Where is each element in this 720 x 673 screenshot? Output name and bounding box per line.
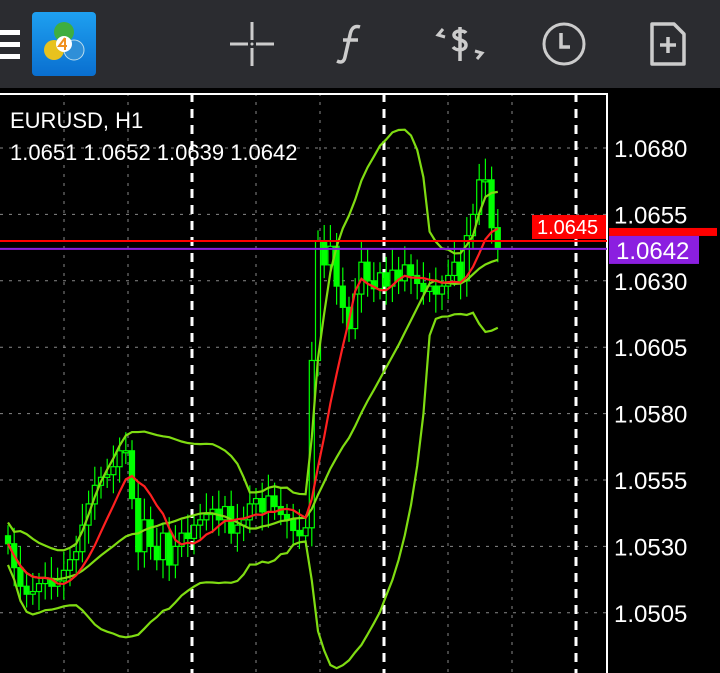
ask-price-marker (609, 227, 717, 236)
candle-body (116, 450, 123, 468)
candle-body (327, 245, 334, 266)
candle-body (35, 582, 43, 593)
candle-body (172, 545, 179, 566)
plot-area (0, 93, 607, 673)
candle-body (376, 272, 384, 290)
candle-body (234, 524, 241, 534)
candle-body (321, 240, 328, 266)
candle-body (451, 261, 458, 277)
timeframe-button[interactable] (534, 14, 594, 74)
candle-body (110, 466, 117, 476)
price-tick-label: 1.0680 (614, 136, 687, 163)
candle-body (445, 274, 452, 287)
candle-body (259, 497, 266, 513)
candle-body (203, 513, 210, 521)
candle-body (364, 261, 371, 282)
candle-body (432, 285, 439, 295)
candle-body (420, 282, 427, 293)
chart-symbol-label: EURUSD, H1 (10, 108, 144, 133)
candle-body (302, 527, 309, 537)
ask-price-badge (532, 214, 606, 239)
candle-body (265, 495, 272, 513)
candle-body (197, 519, 204, 526)
toolbar (0, 0, 720, 88)
candle-body (246, 503, 253, 521)
clock-icon (542, 22, 586, 66)
hamburger-menu-icon[interactable] (0, 30, 20, 60)
candle-body (488, 179, 495, 229)
candle-body (252, 497, 260, 505)
candle-body (60, 569, 67, 582)
price-chart[interactable]: 1.0680 1.0655 1.0630 1.0605 1.0580 1.0555 1.05… (0, 88, 720, 673)
ask-price-label: 1.0645 (537, 217, 598, 239)
candle-body (407, 264, 415, 277)
function-icon (336, 24, 361, 64)
bollinger-upper-band (7, 128, 498, 552)
candle-body (135, 497, 142, 553)
candle-body (147, 519, 154, 548)
candle-body (190, 524, 198, 540)
candle-body (401, 264, 408, 282)
candle-body (271, 495, 278, 508)
candle-body (122, 450, 129, 454)
bid-price-badge (609, 235, 699, 264)
candle-body (4, 535, 12, 545)
bollinger-lower-band (6, 311, 499, 670)
price-tick-label: 1.0555 (614, 468, 687, 495)
new-order-button[interactable] (638, 14, 698, 74)
candle-body (296, 529, 303, 537)
candle-body (66, 559, 74, 571)
candle-body (128, 450, 136, 500)
moving-average-line (7, 227, 499, 586)
price-tick-label: 1.0580 (614, 402, 687, 429)
candle-body (438, 285, 446, 295)
crosshair-button[interactable] (222, 14, 282, 74)
candle-body (457, 261, 464, 282)
price-tick-label: 1.0605 (614, 335, 687, 362)
chart-ohlc-label: 1.0651 1.0652 1.0639 1.0642 (10, 140, 298, 165)
candle-body (141, 519, 148, 553)
crosshair-icon (230, 22, 274, 66)
candle-body (159, 532, 167, 561)
candle-body (23, 585, 30, 595)
candle-body (414, 274, 421, 285)
candle-body (153, 545, 160, 561)
candle-body (494, 227, 501, 250)
candle-body (17, 567, 24, 587)
new-document-icon (650, 22, 686, 66)
bollinger-middle-band (7, 258, 499, 581)
metatrader-4-logo[interactable] (32, 12, 96, 76)
candle-body (383, 272, 390, 287)
trade-button[interactable] (430, 14, 490, 74)
candle-body (339, 285, 346, 308)
price-tick-label: 1.0505 (614, 601, 687, 628)
candle-body (184, 532, 191, 540)
price-tick-label: 1.0655 (614, 202, 687, 229)
candle-body (29, 590, 36, 595)
dollar-exchange-icon (435, 27, 485, 61)
candle-body (209, 508, 216, 516)
candle-body (290, 519, 297, 532)
candle-body (178, 532, 185, 547)
bid-price-label: 1.0642 (616, 238, 689, 265)
candle-body (482, 179, 489, 183)
candle-body (166, 532, 173, 566)
price-tick-label: 1.0530 (614, 534, 687, 561)
candle-body (73, 551, 80, 561)
price-tick-label: 1.0630 (614, 269, 687, 296)
indicators-button[interactable] (320, 14, 380, 74)
